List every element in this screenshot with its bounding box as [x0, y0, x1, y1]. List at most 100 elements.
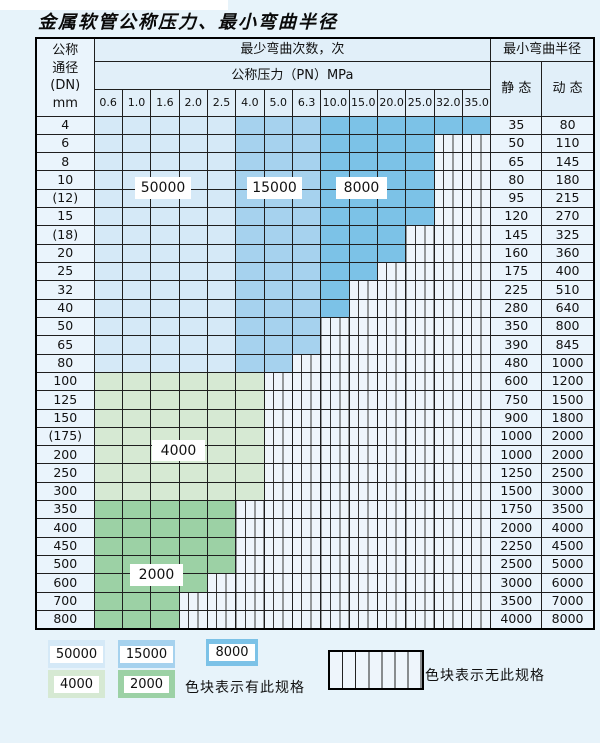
no-spec-cell — [320, 463, 350, 483]
no-spec-cell — [461, 390, 492, 410]
no-spec-cell — [263, 573, 293, 593]
table-row: 6 50 110 — [35, 133, 595, 154]
spec-cell — [93, 445, 123, 465]
table-row: (18) 145 325 — [35, 225, 595, 245]
no-spec-cell — [348, 316, 378, 337]
no-spec-cell — [320, 335, 350, 355]
static-radius-cell: 390 — [490, 335, 543, 355]
spec-cell — [150, 261, 180, 282]
no-spec-cell — [433, 481, 463, 502]
spec-cell — [376, 225, 407, 245]
spec-cell — [121, 463, 152, 483]
no-spec-cell — [291, 518, 322, 538]
spec-cell — [405, 133, 435, 154]
dn-cell: 20 — [35, 243, 95, 264]
spec-cell — [235, 335, 265, 355]
no-spec-cell — [433, 316, 463, 337]
no-spec-cell — [376, 261, 407, 282]
dn-cell: 32 — [35, 280, 95, 300]
table-row: 65 390 845 — [35, 335, 595, 355]
static-radius-cell: 145 — [490, 225, 543, 245]
static-radius-cell: 750 — [490, 390, 543, 410]
spec-cell — [93, 371, 123, 392]
no-spec-cell — [376, 390, 407, 410]
spec-cell — [235, 426, 265, 447]
legend-no-spec-swatch — [328, 650, 424, 690]
spec-cell — [93, 463, 123, 483]
no-spec-cell — [433, 536, 463, 557]
spec-cell — [206, 298, 237, 318]
spec-cell — [150, 207, 180, 227]
no-spec-cell — [433, 573, 463, 593]
no-spec-cell — [376, 554, 407, 575]
spec-cell — [150, 316, 180, 337]
spec-cell — [405, 115, 435, 135]
pressure-value-header: 1.6 — [150, 88, 180, 117]
spec-cell — [348, 225, 378, 245]
table-row: 25 175 400 — [35, 261, 595, 282]
spec-cell — [150, 408, 180, 428]
dn-cell: 25 — [35, 261, 95, 282]
spec-cell — [291, 280, 322, 300]
dn-header: 公称 通径 (DN) mm — [35, 37, 95, 117]
no-spec-cell — [320, 536, 350, 557]
no-spec-cell — [376, 371, 407, 392]
no-spec-cell — [320, 500, 350, 520]
dn-header-line: (DN) — [50, 78, 81, 94]
no-spec-cell — [433, 500, 463, 520]
region-label-2000: 2000 — [130, 564, 183, 586]
spec-cell — [206, 445, 237, 465]
spec-cell — [178, 225, 208, 245]
legend-item-2000: 2000 — [118, 670, 175, 698]
spec-cell — [206, 518, 237, 538]
dynamic-radius-cell: 110 — [541, 133, 595, 154]
spec-cell — [178, 518, 208, 538]
table-row: 250 1250 2500 — [35, 463, 595, 483]
dn-cell: 800 — [35, 609, 95, 630]
dn-cell: 600 — [35, 573, 95, 593]
region-label-15000: 15000 — [247, 177, 302, 199]
legend-label: 4000 — [53, 675, 100, 693]
spec-cell — [121, 152, 152, 172]
no-spec-cell — [433, 518, 463, 538]
pressure-values-row: 0.6 1.0 1.6 2.0 2.5 4.0 5.0 6.3 10.0 15.0 20.0 25.0… — [36, 88, 594, 117]
spec-cell — [150, 243, 180, 264]
no-spec-cell — [291, 390, 322, 410]
dn-cell: 80 — [35, 353, 95, 373]
dn-cell: 200 — [35, 445, 95, 465]
no-spec-cell — [291, 609, 322, 630]
no-spec-cell — [433, 426, 463, 447]
no-spec-cell — [235, 518, 265, 538]
spec-cell — [291, 115, 322, 135]
static-radius-cell: 3000 — [490, 573, 543, 593]
spec-cell — [150, 609, 180, 630]
table-row: (12) 95 215 — [35, 188, 595, 209]
spec-cell — [121, 390, 152, 410]
spec-cell — [206, 225, 237, 245]
spec-cell — [121, 591, 152, 611]
dynamic-radius-cell: 1000 — [541, 353, 595, 373]
no-spec-cell — [405, 316, 435, 337]
dynamic-radius-cell: 1500 — [541, 390, 595, 410]
dynamic-radius-cell: 4000 — [541, 518, 595, 538]
spec-cell — [206, 426, 237, 447]
dn-cell: 350 — [35, 500, 95, 520]
spec-cell — [178, 573, 208, 593]
no-spec-cell — [461, 188, 492, 209]
table-row: 600 3000 6000 — [35, 573, 595, 593]
table-row: (175) 1000 2000 — [35, 426, 595, 447]
spec-cell — [93, 298, 123, 318]
spec-cell — [291, 225, 322, 245]
spec-cell — [178, 371, 208, 392]
pressure-value-header: 20.0 — [376, 88, 407, 117]
no-spec-cell — [263, 390, 293, 410]
spec-cell — [178, 280, 208, 300]
no-spec-cell — [461, 133, 492, 154]
spec-cell — [121, 243, 152, 264]
spec-cell — [291, 207, 322, 227]
no-spec-cell — [320, 518, 350, 538]
no-spec-cell — [320, 408, 350, 428]
spec-cell — [405, 188, 435, 209]
legend-has-spec-text: 色块表示有此规格 — [185, 680, 305, 696]
